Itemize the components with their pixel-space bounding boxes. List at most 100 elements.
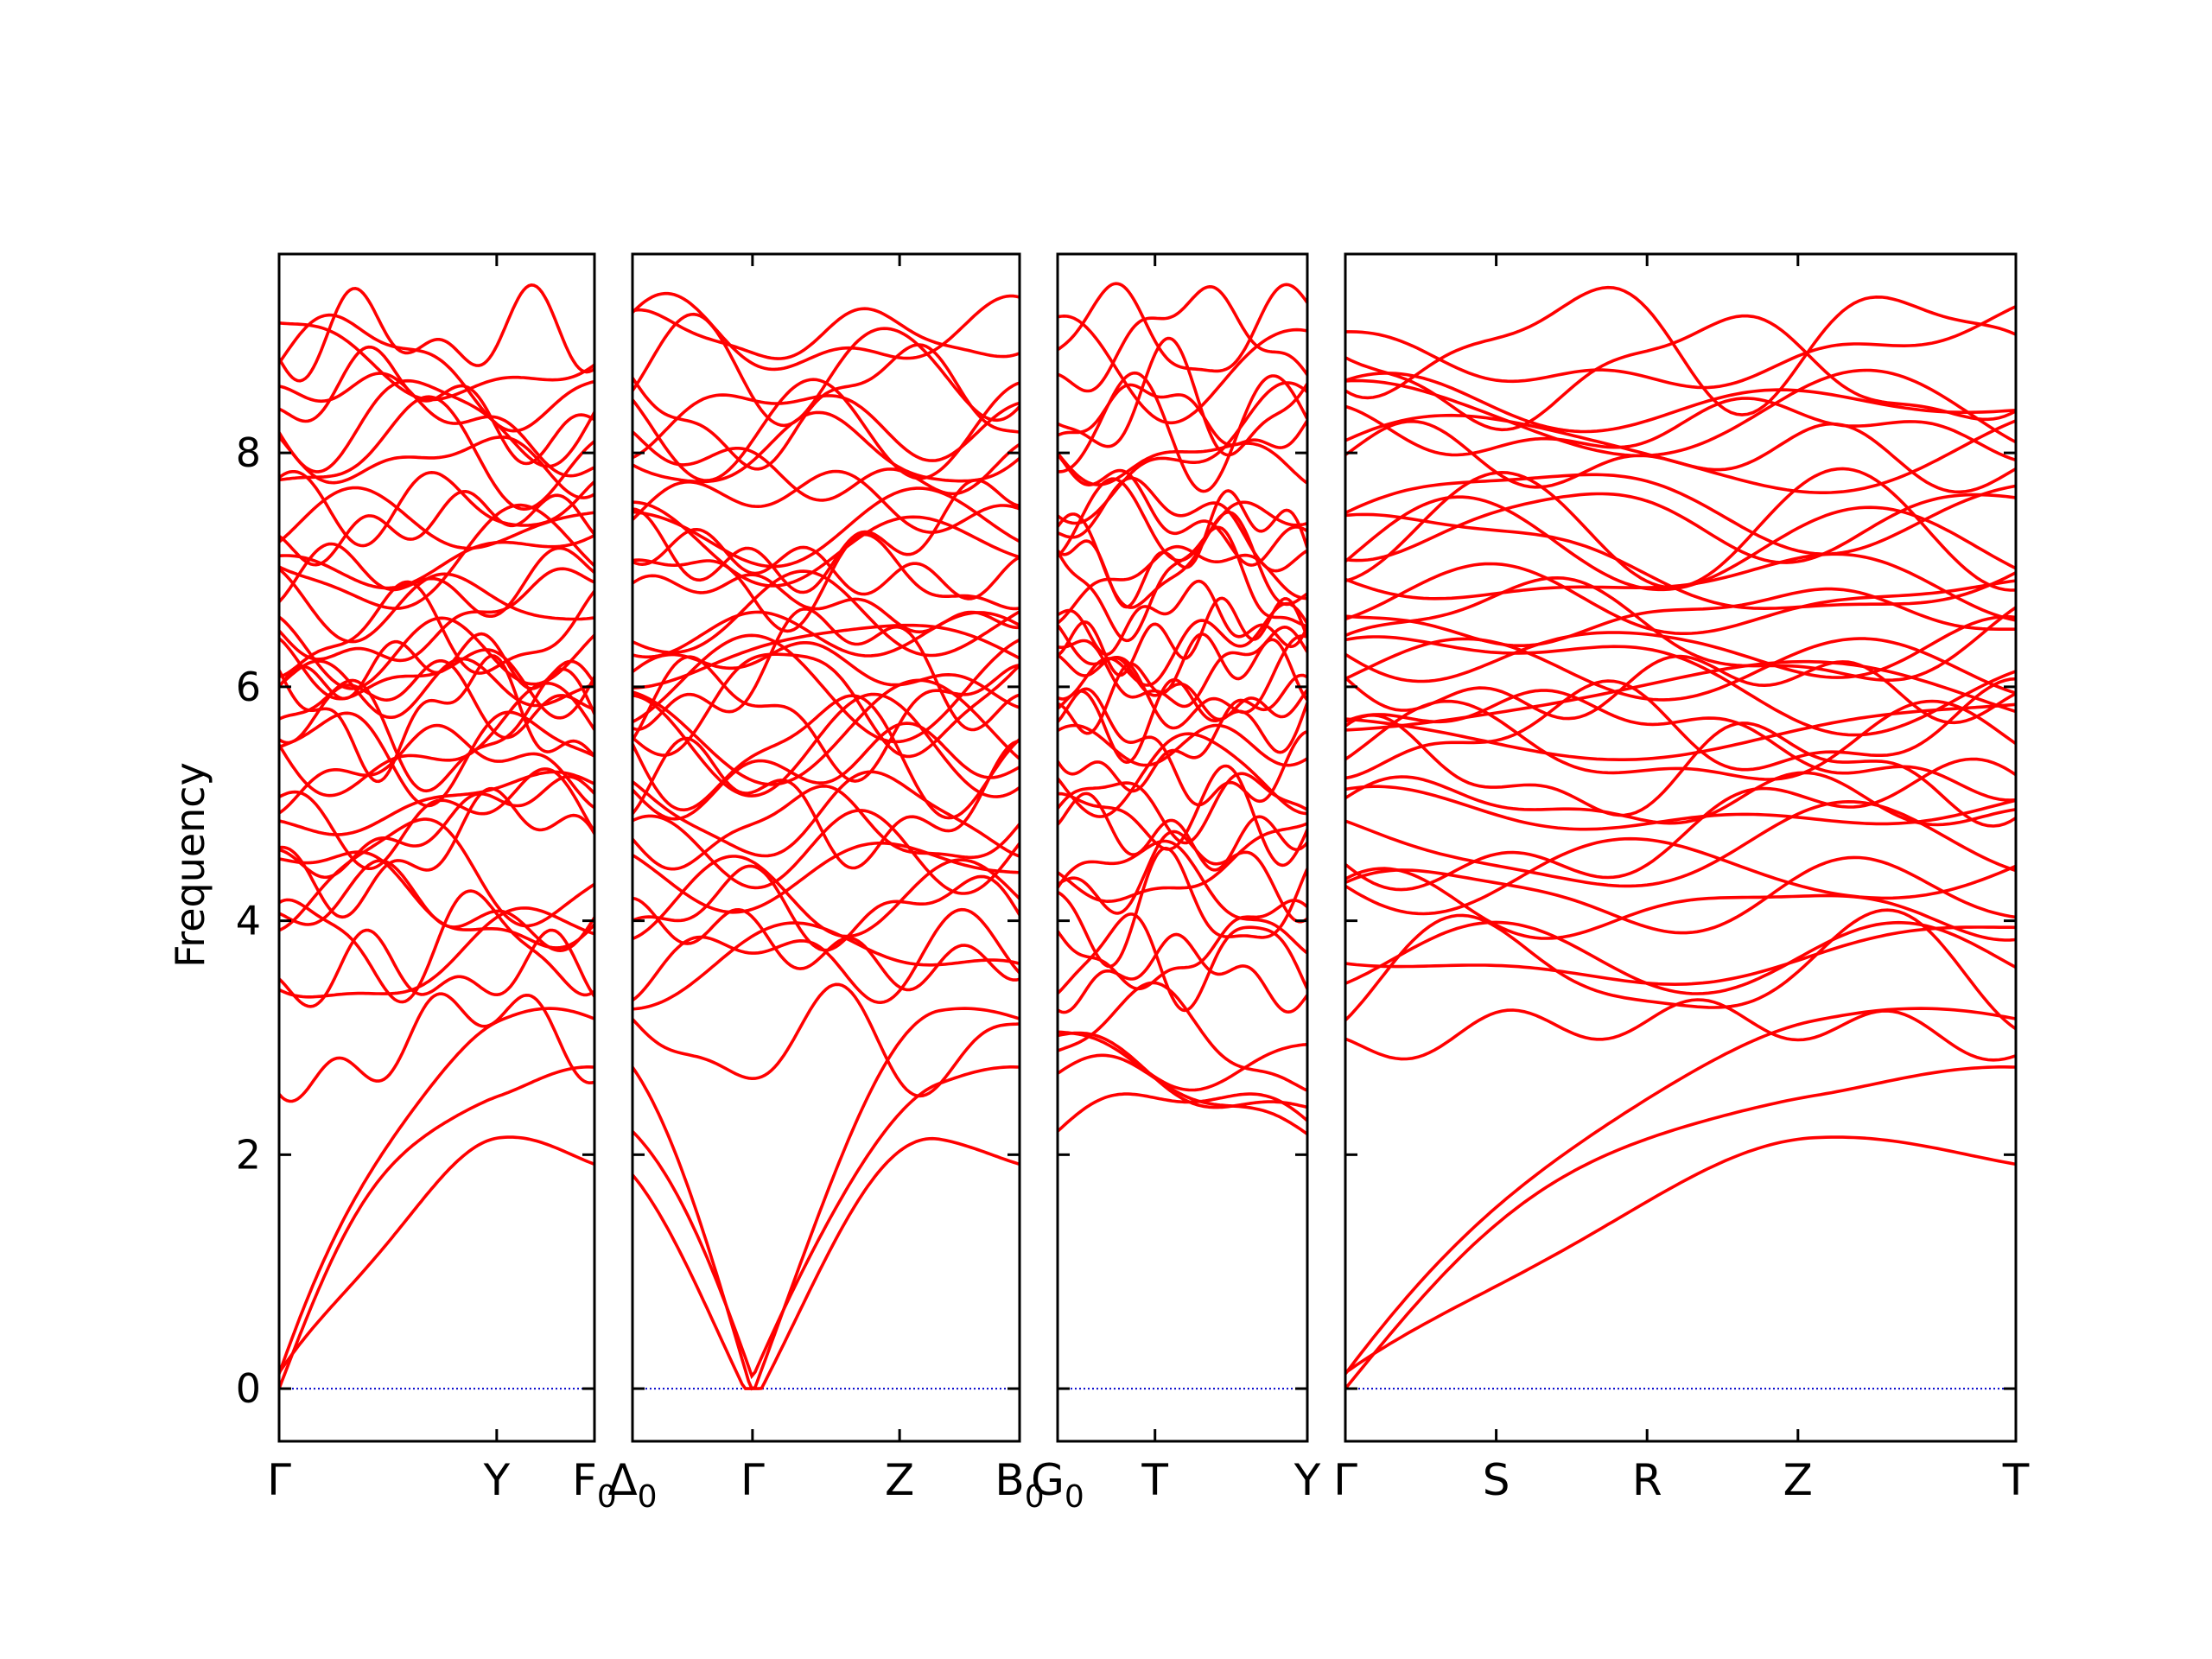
band-line bbox=[1345, 305, 2016, 390]
band-curves bbox=[279, 283, 594, 1390]
band-line bbox=[279, 503, 594, 610]
band-line bbox=[632, 410, 1020, 484]
band-line bbox=[279, 395, 594, 512]
band-line bbox=[632, 864, 1020, 952]
band-line bbox=[1345, 702, 2016, 761]
band-line bbox=[632, 921, 1020, 1011]
band-line bbox=[279, 542, 594, 618]
band-line bbox=[632, 855, 1020, 941]
band-line bbox=[279, 710, 594, 808]
band-line bbox=[1345, 575, 2016, 683]
band-line bbox=[632, 343, 1020, 471]
band-line bbox=[1345, 397, 2016, 462]
band-line bbox=[1058, 371, 1307, 493]
band-line bbox=[1058, 981, 1307, 1092]
band-line bbox=[1345, 867, 2016, 942]
band-line bbox=[1058, 284, 1307, 393]
acoustic-branch bbox=[632, 1007, 1020, 1391]
band-line bbox=[279, 767, 594, 870]
band-line bbox=[1345, 677, 2016, 780]
band-line bbox=[1345, 368, 2016, 458]
band-line bbox=[1058, 477, 1307, 563]
band-line bbox=[279, 345, 594, 466]
acoustic-branch bbox=[279, 1007, 594, 1375]
panel-frame bbox=[1056, 252, 1309, 1443]
acoustic-branch bbox=[1345, 1007, 2016, 1376]
band-line bbox=[1345, 659, 2016, 732]
band-line bbox=[1058, 772, 1307, 845]
band-line bbox=[632, 486, 1020, 569]
band-line bbox=[1345, 699, 2016, 781]
band-line bbox=[1058, 383, 1307, 449]
band-line bbox=[1058, 601, 1307, 701]
band-line bbox=[1058, 822, 1307, 904]
x-tick-label: T bbox=[2002, 1455, 2030, 1505]
band-line bbox=[632, 641, 1020, 709]
band-line bbox=[632, 307, 1020, 360]
band-line bbox=[279, 567, 594, 663]
band-line bbox=[1345, 587, 2016, 647]
band-line bbox=[1058, 764, 1307, 868]
band-line bbox=[632, 721, 1020, 821]
band-line bbox=[1058, 687, 1307, 807]
band-line bbox=[1058, 282, 1307, 373]
low-band bbox=[1058, 1092, 1307, 1133]
y-tick-label: 6 bbox=[236, 664, 261, 710]
panel-frame bbox=[277, 252, 596, 1443]
band-line bbox=[1345, 654, 2016, 725]
band-line bbox=[632, 573, 1020, 634]
y-axis-ticks: 0 2 4 6 8 bbox=[236, 429, 261, 1412]
band-line bbox=[279, 313, 594, 433]
band-line bbox=[1345, 785, 2016, 831]
band-line bbox=[1345, 562, 2016, 635]
band-line bbox=[632, 809, 1020, 895]
y-tick-label: 4 bbox=[236, 898, 261, 944]
band-line bbox=[1345, 637, 2016, 702]
panel-1: Γ Y F0 bbox=[267, 252, 617, 1515]
band-line bbox=[632, 623, 1020, 690]
band-line bbox=[632, 607, 1020, 732]
band-line bbox=[1345, 998, 2016, 1062]
band-curves bbox=[632, 291, 1020, 1391]
x-tick-label: Γ bbox=[267, 1455, 291, 1505]
band-line bbox=[279, 283, 594, 383]
band-line bbox=[1058, 899, 1307, 991]
acoustic-branch bbox=[632, 1065, 1020, 1380]
band-line bbox=[632, 569, 1020, 658]
low-band bbox=[1058, 1030, 1307, 1092]
band-line bbox=[1345, 285, 2016, 416]
band-line bbox=[1345, 635, 2016, 737]
band-line bbox=[1345, 855, 2016, 935]
band-line bbox=[1058, 673, 1307, 793]
acoustic-branch bbox=[632, 1136, 1020, 1390]
band-line bbox=[632, 784, 1020, 871]
y-tick-label: 2 bbox=[236, 1131, 261, 1178]
band-line bbox=[1345, 413, 2016, 494]
x-tick-label: T bbox=[1141, 1455, 1168, 1505]
band-line bbox=[1345, 372, 2016, 434]
band-line bbox=[1058, 476, 1307, 573]
band-line bbox=[279, 580, 594, 678]
x-tick-label: Y bbox=[1294, 1455, 1321, 1505]
band-line bbox=[1058, 489, 1307, 609]
panel-frame bbox=[1344, 252, 2018, 1443]
panel-3: G0 T Y bbox=[1031, 252, 1321, 1515]
band-line bbox=[1058, 579, 1307, 657]
band-line bbox=[1058, 846, 1307, 969]
band-line bbox=[1058, 625, 1307, 709]
band-line bbox=[632, 982, 1020, 1098]
band-line bbox=[632, 896, 1020, 992]
band-line bbox=[1058, 653, 1307, 721]
band-line bbox=[279, 992, 594, 1103]
band-line bbox=[1058, 932, 1307, 1014]
band-line bbox=[279, 489, 594, 567]
band-line bbox=[1345, 920, 2016, 995]
band-curves bbox=[1058, 282, 1307, 1390]
band-line bbox=[1058, 453, 1307, 567]
x-tick-label: Z bbox=[1783, 1455, 1813, 1505]
band-line bbox=[279, 906, 594, 999]
band-line bbox=[1345, 492, 2016, 564]
band-line bbox=[1345, 799, 2016, 888]
x-tick-label: Γ bbox=[1333, 1455, 1357, 1505]
band-line bbox=[279, 889, 594, 1004]
